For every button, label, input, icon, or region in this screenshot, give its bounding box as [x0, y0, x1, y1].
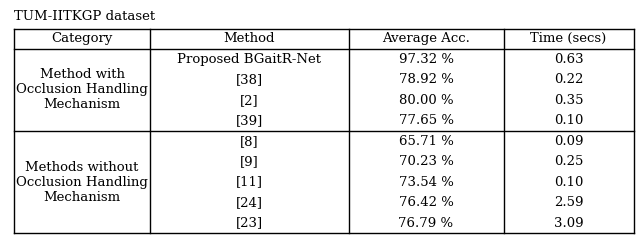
Text: [8]: [8] — [240, 135, 259, 148]
Text: [11]: [11] — [236, 176, 263, 188]
Text: Average Acc.: Average Acc. — [382, 32, 470, 45]
Text: 97.32 %: 97.32 % — [399, 53, 454, 66]
Text: 80.00 %: 80.00 % — [399, 94, 453, 107]
Text: 0.63: 0.63 — [554, 53, 584, 66]
Text: 0.35: 0.35 — [554, 94, 583, 107]
Text: 0.09: 0.09 — [554, 135, 583, 148]
Text: Method with
Occlusion Handling
Mechanism: Method with Occlusion Handling Mechanism — [16, 69, 148, 111]
Text: 0.10: 0.10 — [554, 114, 583, 127]
Text: Time (secs): Time (secs) — [531, 32, 607, 45]
Text: [9]: [9] — [240, 155, 259, 168]
Text: 0.10: 0.10 — [554, 176, 583, 188]
Text: [2]: [2] — [240, 94, 259, 107]
Text: Proposed BGaitR-Net: Proposed BGaitR-Net — [177, 53, 321, 66]
Text: Methods without
Occlusion Handling
Mechanism: Methods without Occlusion Handling Mecha… — [16, 161, 148, 203]
Text: 76.79 %: 76.79 % — [399, 217, 454, 229]
Text: 65.71 %: 65.71 % — [399, 135, 454, 148]
Text: 0.22: 0.22 — [554, 73, 583, 86]
Text: Method: Method — [223, 32, 275, 45]
Text: TUM-IITKGP dataset: TUM-IITKGP dataset — [14, 10, 155, 23]
Text: [24]: [24] — [236, 196, 263, 209]
Text: 3.09: 3.09 — [554, 217, 584, 229]
Text: [38]: [38] — [236, 73, 263, 86]
Text: 70.23 %: 70.23 % — [399, 155, 454, 168]
Text: 0.25: 0.25 — [554, 155, 583, 168]
Text: [23]: [23] — [236, 217, 263, 229]
Text: Category: Category — [51, 32, 113, 45]
Text: 2.59: 2.59 — [554, 196, 583, 209]
Text: [39]: [39] — [236, 114, 263, 127]
Text: 78.92 %: 78.92 % — [399, 73, 454, 86]
Text: 76.42 %: 76.42 % — [399, 196, 454, 209]
Text: 77.65 %: 77.65 % — [399, 114, 454, 127]
Text: 73.54 %: 73.54 % — [399, 176, 454, 188]
